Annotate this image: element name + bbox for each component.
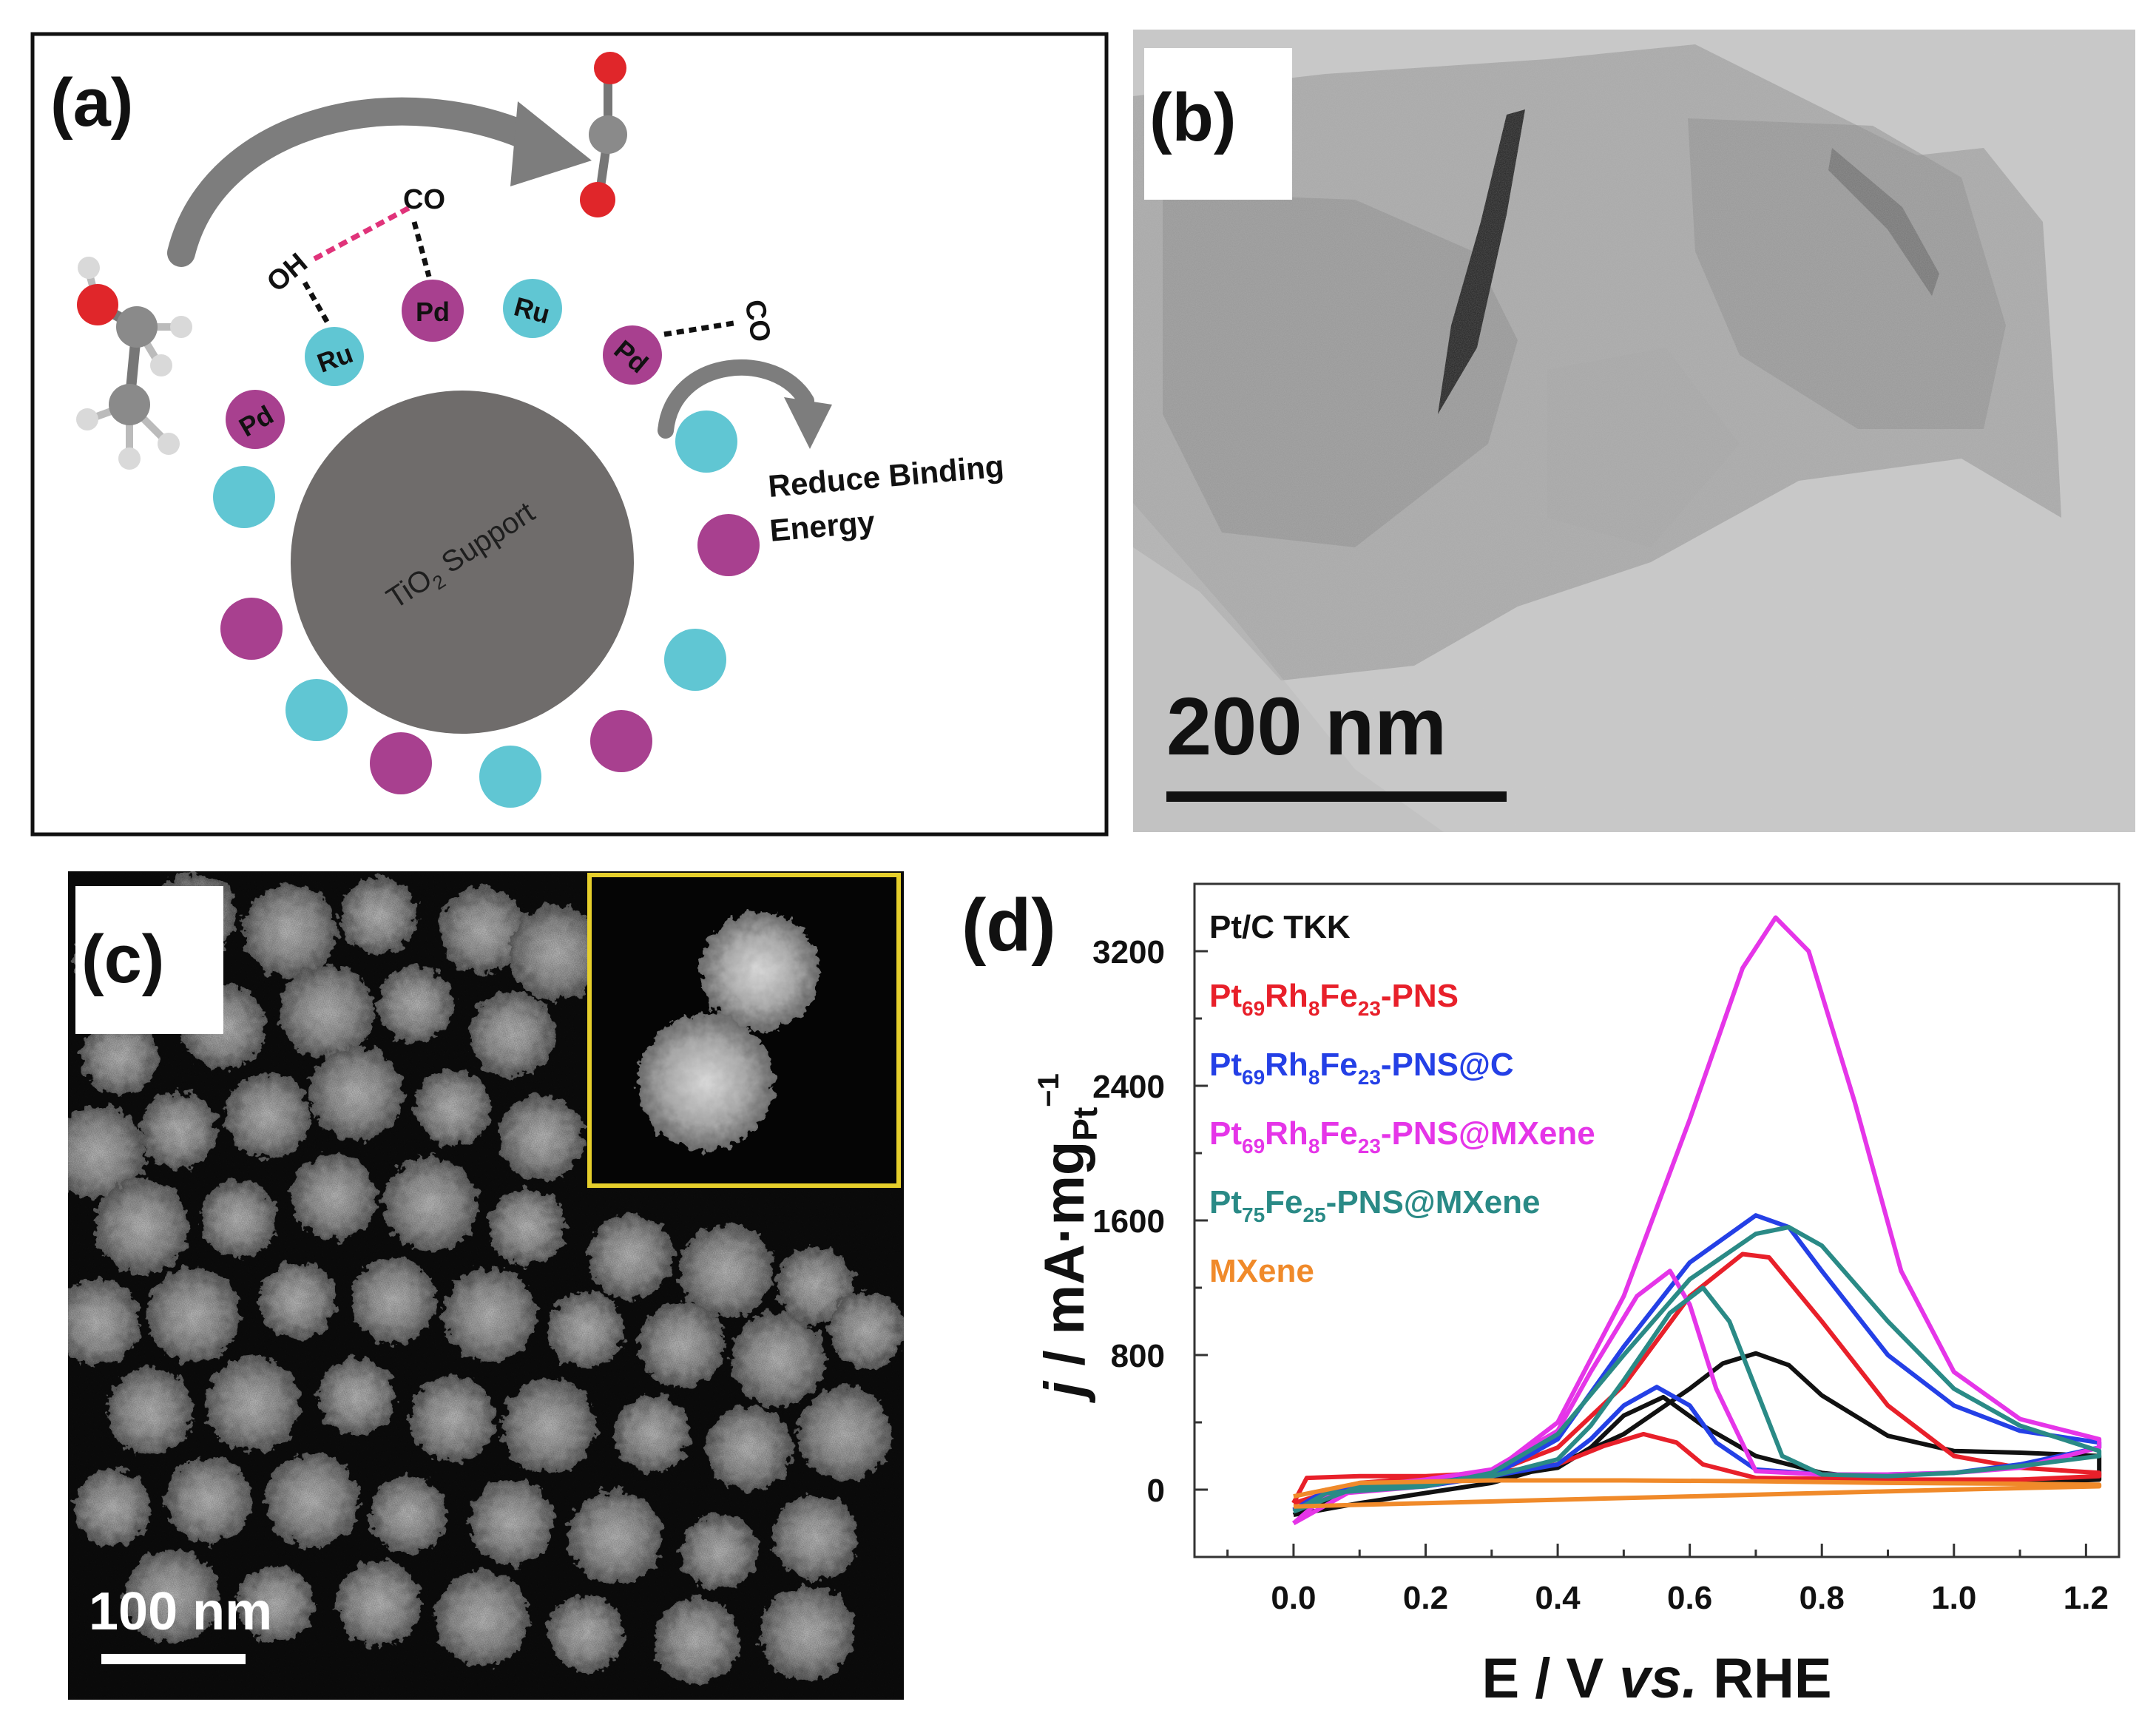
- legend-entry: Pt75Fe25-PNS@MXene: [1209, 1184, 1541, 1226]
- legend-entry: Pt69Rh8Fe23-PNS: [1209, 978, 1459, 1020]
- scale-label-b: 200 nm: [1166, 681, 1447, 772]
- oxidation-arrow: [167, 97, 554, 267]
- panel-a-label: (a): [50, 65, 133, 141]
- x-tick-label: 0.4: [1535, 1580, 1581, 1616]
- y-tick-label: 800: [1111, 1338, 1165, 1374]
- atom-pd-3: Pd: [603, 325, 662, 385]
- y-tick-label: 1600: [1092, 1203, 1165, 1240]
- panel-d-label: (d): [962, 884, 1056, 967]
- legend-entry: Pt69Rh8Fe23-PNS@C: [1209, 1047, 1514, 1089]
- atom-pd-2: Pd: [402, 280, 464, 342]
- legend-entry: Pt/C TKK: [1209, 909, 1351, 945]
- series-line: [1293, 1478, 2102, 1509]
- series-line: [1292, 1213, 2102, 1513]
- x-tick-label: 1.0: [1931, 1580, 1976, 1616]
- panel-a-schematic: TiO2 Support Pd Ru Pd Ru Pd OH CO CO: [30, 32, 1109, 837]
- legend: Pt/C TKK Pt69Rh8Fe23-PNS Pt69Rh8Fe23-PNS@C…: [1209, 909, 1595, 1289]
- series-line: [1291, 915, 2102, 1526]
- x-tick-label: 0.6: [1667, 1580, 1712, 1616]
- y-tick-label: 2400: [1092, 1069, 1165, 1105]
- atom-ru-1: Ru: [305, 327, 364, 386]
- y-tick-label: 0: [1147, 1473, 1165, 1509]
- atom-ru-2: Ru: [503, 279, 562, 338]
- cv-curves: [1291, 915, 2102, 1526]
- legend-entry: MXene: [1209, 1253, 1314, 1289]
- surface-atoms: [213, 411, 760, 808]
- tio2-support-sphere: [291, 391, 634, 734]
- series-line: [1291, 1251, 2102, 1506]
- co2-molecule-icon: [580, 52, 627, 217]
- y-tick-label: 3200: [1092, 934, 1165, 970]
- x-axis-label: E / V vs. RHE: [1481, 1647, 1831, 1710]
- panel-c-label: (c): [81, 922, 164, 997]
- series-line: [1292, 1225, 2102, 1514]
- scale-bar-c: [101, 1654, 246, 1664]
- y-axis-label: j / mA·mgPt−1: [1033, 1073, 1104, 1404]
- x-tick-label: 0.0: [1271, 1580, 1316, 1616]
- legend-entry: Pt69Rh8Fe23-PNS@MXene: [1209, 1115, 1595, 1158]
- atom-label-pd: Pd: [416, 297, 450, 327]
- scale-label-c: 100 nm: [89, 1582, 272, 1641]
- panel-b-tem-image: (b) 200 nm: [1133, 30, 2135, 832]
- co-label-right: CO: [738, 297, 776, 344]
- atom-pd-1: Pd: [226, 390, 285, 449]
- ethanol-molecule-icon: [76, 257, 192, 470]
- scale-bar-b: [1166, 791, 1507, 802]
- x-tick-label: 0.8: [1800, 1580, 1845, 1616]
- panel-d-cv-chart: (d) 0.0 0.2 0.4 0.6 0.8 1.0 1.2 0 800 1600 2400 32…: [962, 882, 2120, 1710]
- series-line: [1292, 1351, 2102, 1518]
- inset-image: [587, 873, 901, 1188]
- x-tick-label: 1.2: [2064, 1580, 2109, 1616]
- co-label-top: CO: [403, 184, 445, 215]
- panel-c-haadf-image: (c) 100 nm: [68, 871, 904, 1700]
- panel-b-label: (b): [1149, 80, 1236, 155]
- x-tick-label: 0.2: [1403, 1580, 1448, 1616]
